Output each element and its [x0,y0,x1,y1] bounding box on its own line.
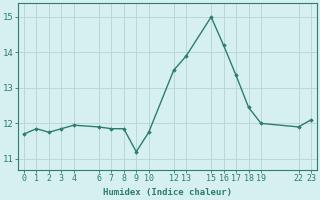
X-axis label: Humidex (Indice chaleur): Humidex (Indice chaleur) [103,188,232,197]
